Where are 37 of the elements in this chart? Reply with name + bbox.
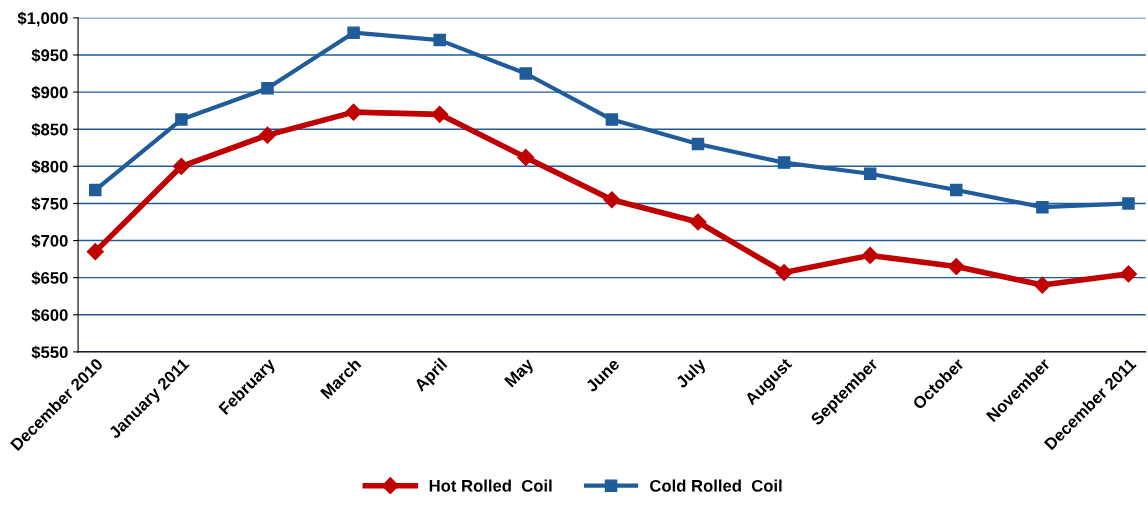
y-tick-label: $950 [31, 48, 68, 63]
point [605, 113, 619, 126]
point [517, 148, 535, 166]
point [689, 213, 707, 231]
point [347, 26, 360, 39]
point [1119, 265, 1138, 283]
point [777, 156, 791, 169]
y-tick-label: $700 [31, 234, 68, 248]
point [603, 191, 621, 209]
point [258, 126, 277, 144]
y-tick-label: $900 [31, 85, 68, 100]
point [863, 167, 877, 180]
point [89, 183, 102, 197]
y-tick-label: $650 [31, 271, 68, 285]
point [172, 157, 190, 175]
y-tick-label: $850 [31, 122, 68, 137]
point [947, 257, 965, 276]
point [861, 246, 879, 264]
point [1036, 200, 1049, 214]
point [950, 183, 963, 197]
y-tick-label: $550 [31, 345, 68, 360]
point [1122, 197, 1135, 210]
point [691, 137, 705, 151]
point [775, 263, 793, 282]
legend-label: Cold Rolled Coil [650, 479, 782, 492]
point [86, 243, 104, 261]
point [175, 113, 188, 126]
y-tick-label: $600 [31, 308, 68, 323]
point [431, 105, 449, 123]
point [261, 82, 274, 95]
legend-label: Hot Rolled Coil [429, 479, 552, 492]
y-tick-label: $750 [31, 197, 68, 211]
point [519, 67, 533, 80]
point [433, 33, 446, 47]
point [1033, 276, 1051, 294]
y-tick-label: $800 [31, 159, 68, 174]
y-tick-label: $1,000 [17, 11, 68, 27]
